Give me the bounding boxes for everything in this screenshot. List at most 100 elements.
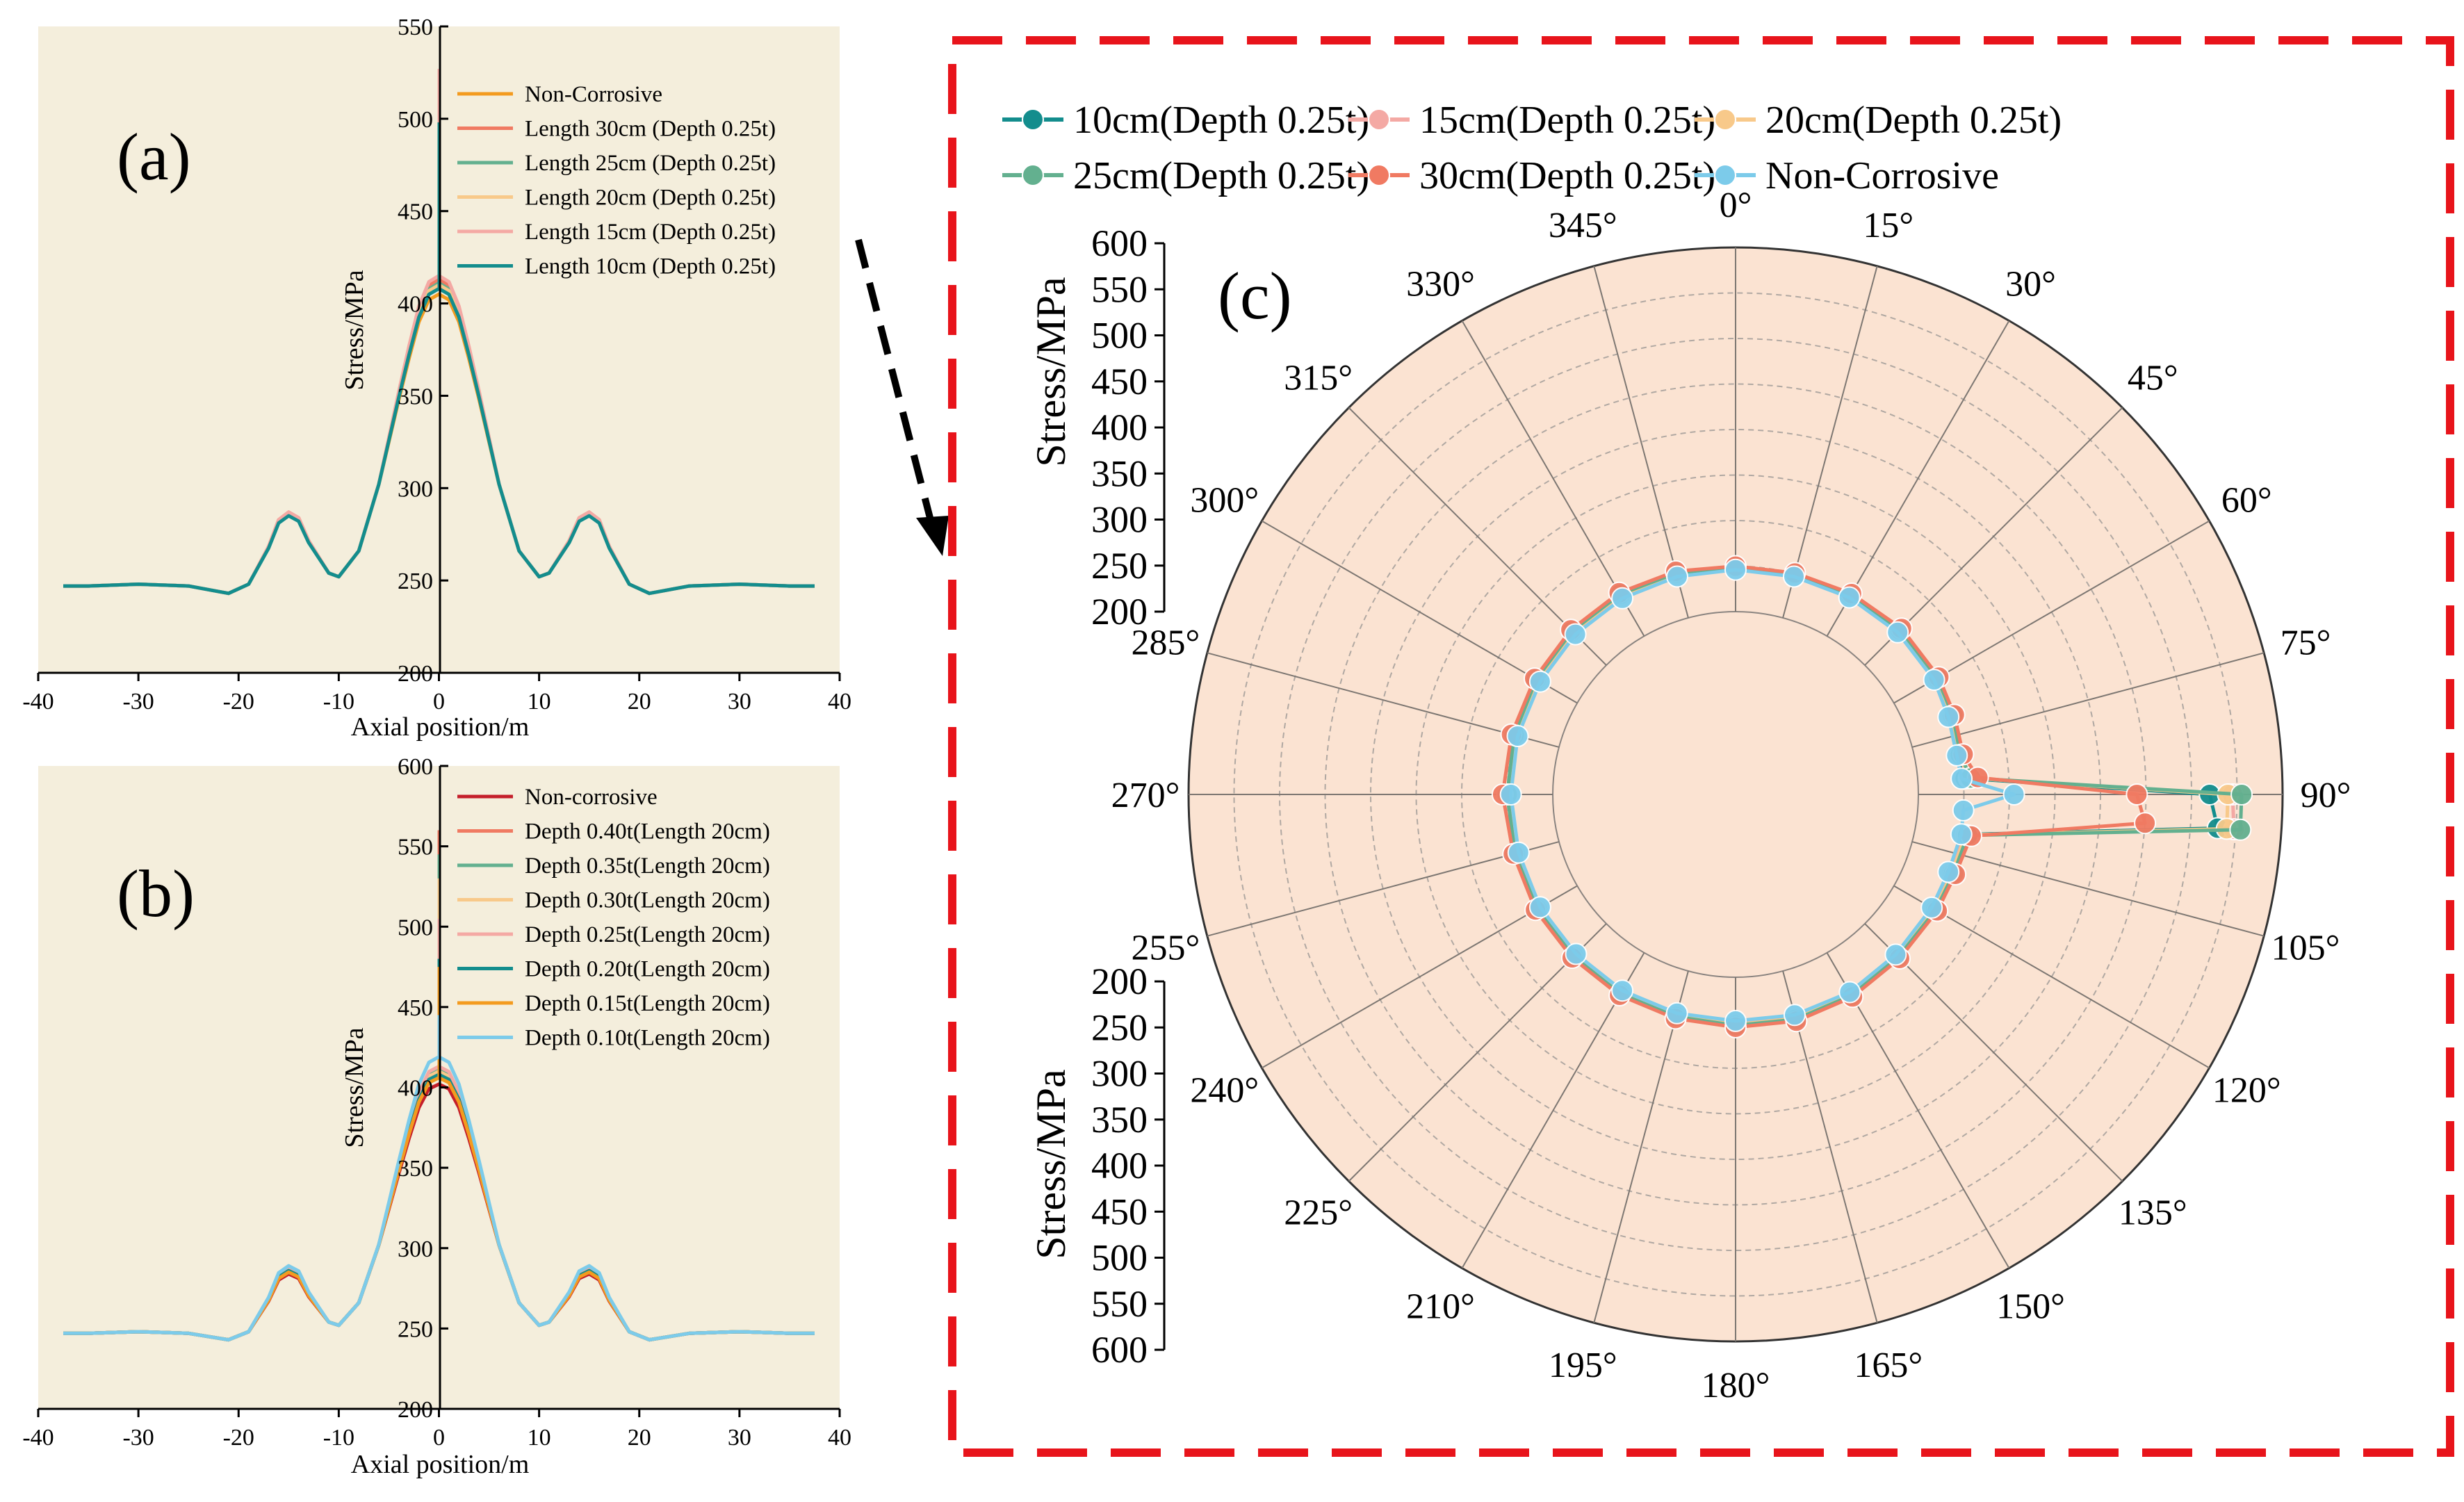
polar-spoke-5 xyxy=(1911,652,2265,748)
panel-a-x-ticks: -40 -30 -20 -10 0 10 20 30 40 xyxy=(22,673,851,715)
radial-tick-label-0: 200 xyxy=(1091,591,1148,632)
radial-tick-label-2: 300 xyxy=(1091,1053,1148,1095)
angle-label-10: 150° xyxy=(1996,1287,2065,1326)
polar-point-3-9 xyxy=(2229,818,2252,841)
polar-point-5-27 xyxy=(1666,565,1688,588)
polar-legend-marker-0 xyxy=(1022,108,1044,131)
legend-label-1: Length 30cm (Depth 0.25t) xyxy=(525,117,776,142)
x-tick-label-6: 20 xyxy=(628,1425,651,1451)
y-tick-label-5: 450 xyxy=(398,995,433,1021)
y-tick-label-0: 200 xyxy=(398,661,433,687)
angle-label-19: 285° xyxy=(1132,623,1200,662)
polar-legend-label-1: 15cm(Depth 0.25t) xyxy=(1419,99,1715,142)
polar-point-5-15 xyxy=(1784,1004,1806,1027)
polar-point-5-13 xyxy=(1884,943,1907,966)
legend-label-1: Depth 0.40t(Length 20cm) xyxy=(525,819,770,844)
angle-label-18: 270° xyxy=(1111,776,1180,815)
x-tick-label-2: -20 xyxy=(223,1425,254,1451)
radial-tick-label-0: 200 xyxy=(1091,961,1148,1002)
polar-legend-label-5: Non-Corrosive xyxy=(1765,154,1999,197)
x-tick-label-1: -30 xyxy=(122,1425,154,1451)
legend-label-2: Depth 0.35t(Length 20cm) xyxy=(525,854,770,879)
x-tick-label-8: 40 xyxy=(828,689,851,715)
radial-tick-label-7: 550 xyxy=(1091,268,1148,310)
polar-spoke-15 xyxy=(1348,923,1607,1182)
angle-label-16: 240° xyxy=(1190,1071,1259,1111)
polar-point-5-22 xyxy=(1499,783,1522,806)
polar-legend-marker-2 xyxy=(1714,108,1736,131)
panel-c: 0° 15° 30° 45° 60° 75° 90° 105° 120° 135° 150° 165°… xyxy=(948,36,2454,1457)
panel-a-x-label: Axial position/m xyxy=(351,712,530,742)
angle-label-4: 60° xyxy=(2221,481,2272,521)
radial-tick-label-1: 250 xyxy=(1091,545,1148,587)
panel-c-polar-plot: 0° 15° 30° 45° 60° 75° 90° 105° 120° 135° 150° 165°… xyxy=(1111,186,2351,1405)
legend-label-7: Depth 0.10t(Length 20cm) xyxy=(525,1026,770,1051)
y-tick-label-6: 500 xyxy=(398,107,433,133)
polar-legend-label-4: 30cm(Depth 0.25t) xyxy=(1419,154,1715,197)
polar-point-4-8 xyxy=(2126,783,2148,806)
radial-tick-label-8: 600 xyxy=(1091,222,1148,264)
radial-tick-label-5: 450 xyxy=(1091,361,1148,402)
x-tick-label-7: 30 xyxy=(728,689,751,715)
polar-point-4-9 xyxy=(2134,812,2157,835)
radial-tick-label-7: 550 xyxy=(1091,1283,1148,1325)
polar-point-5-26 xyxy=(1611,587,1634,610)
y-tick-label-7: 550 xyxy=(398,835,433,860)
radial-tick-label-3: 350 xyxy=(1091,452,1148,494)
polar-point-5-18 xyxy=(1611,979,1634,1002)
polar-point-5-8 xyxy=(2002,783,2025,806)
angle-label-8: 120° xyxy=(2212,1071,2281,1111)
radial-tick-label-5: 450 xyxy=(1091,1191,1148,1232)
polar-point-5-3 xyxy=(1886,621,1909,644)
radial-tick-label-1: 250 xyxy=(1091,1006,1148,1048)
panel-a-y-ticks: 200 250 300 350 400 450 500 550 xyxy=(398,15,448,687)
polar-spoke-19 xyxy=(1207,652,1560,748)
angle-label-9: 135° xyxy=(2119,1193,2187,1232)
x-tick-label-0: -40 xyxy=(22,689,54,715)
y-tick-label-1: 250 xyxy=(398,569,433,594)
panel-b-tag: (b) xyxy=(117,856,195,931)
polar-spoke-20 xyxy=(1261,520,1578,704)
radial-tick-label-2: 300 xyxy=(1091,499,1148,541)
polar-point-5-12 xyxy=(1920,896,1943,919)
polar-point-5-21 xyxy=(1507,841,1530,864)
panel-a: -40 -30 -20 -10 0 10 20 30 40 200 250 300 350 400 450… xyxy=(22,15,851,742)
polar-point-5-14 xyxy=(1838,981,1861,1004)
arrow-head xyxy=(916,516,949,556)
polar-point-5-4 xyxy=(1923,669,1945,692)
panel-b-y-ticks: 200 250 300 350 400 450 500 550 600 xyxy=(398,754,448,1423)
angle-label-2: 30° xyxy=(2005,265,2056,304)
panel-b-y-label: Stress/MPa xyxy=(340,1027,369,1148)
x-tick-label-5: 10 xyxy=(528,1425,551,1451)
angle-label-15: 225° xyxy=(1284,1193,1353,1232)
x-tick-label-3: -10 xyxy=(323,689,354,715)
y-tick-label-4: 400 xyxy=(398,292,433,318)
legend-label-4: Depth 0.25t(Length 20cm) xyxy=(525,922,770,947)
angle-label-23: 345° xyxy=(1549,206,1617,245)
polar-spoke-17 xyxy=(1207,841,1560,937)
radial-tick-label-8: 600 xyxy=(1091,1329,1148,1371)
angle-label-21: 315° xyxy=(1284,359,1353,398)
polar-spoke-13 xyxy=(1593,970,1689,1323)
legend-label-6: Depth 0.15t(Length 20cm) xyxy=(525,991,770,1016)
y-tick-label-2: 300 xyxy=(398,476,433,502)
legend-label-0: Non-corrosive xyxy=(525,785,658,810)
x-tick-label-3: -10 xyxy=(323,1425,354,1451)
y-tick-label-1: 250 xyxy=(398,1316,433,1342)
y-tick-label-3: 350 xyxy=(398,384,433,409)
angle-label-6: 90° xyxy=(2301,776,2351,815)
y-tick-label-5: 450 xyxy=(398,199,433,225)
connector-arrow xyxy=(855,238,949,556)
panel-b: -40 -30 -20 -10 0 10 20 30 40 200 250 300 350 400 450… xyxy=(22,754,851,1479)
angle-label-20: 300° xyxy=(1190,481,1259,521)
polar-spoke-14 xyxy=(1461,952,1645,1269)
angle-label-13: 195° xyxy=(1549,1346,1617,1385)
polar-legend-label-0: 10cm(Depth 0.25t) xyxy=(1073,99,1369,142)
polar-spoke-2 xyxy=(1826,320,2010,637)
panel-c-legend: 10cm(Depth 0.25t) 15cm(Depth 0.25t) 20cm(D… xyxy=(1002,99,2062,197)
angle-label-0: 0° xyxy=(1720,186,1752,225)
polar-spoke-1 xyxy=(1782,266,1878,619)
panel-b-x-label: Axial position/m xyxy=(351,1450,530,1479)
